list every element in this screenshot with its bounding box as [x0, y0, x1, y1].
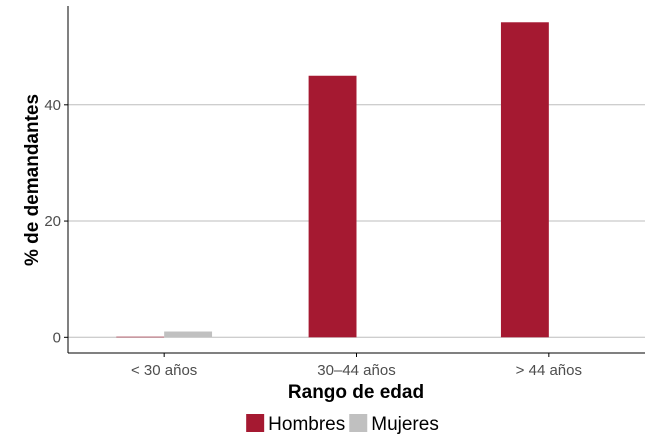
x-axis-title: Rango de edad	[288, 382, 424, 403]
legend-key-mujeres	[349, 414, 367, 432]
bars	[116, 22, 549, 337]
legend-label: Mujeres	[371, 414, 439, 435]
x-tick-label: 30–44 años	[317, 362, 395, 379]
y-tick-label: 40	[44, 97, 61, 114]
y-axis-title: % de demandantes	[22, 94, 43, 266]
bar-hombres-0	[116, 337, 164, 338]
legend-key-hombres	[246, 414, 264, 432]
legend-label: Hombres	[268, 414, 345, 435]
x-tick-label: < 30 años	[131, 362, 197, 379]
x-tick-label: > 44 años	[516, 362, 582, 379]
legend: Hombres Mujeres	[246, 414, 439, 435]
bar-mujeres-0	[164, 331, 212, 337]
y-tick-label: 0	[53, 329, 61, 346]
bar-hombres-1	[309, 76, 357, 338]
bar-hombres-2	[501, 22, 549, 337]
y-tick-label: 20	[44, 213, 61, 230]
